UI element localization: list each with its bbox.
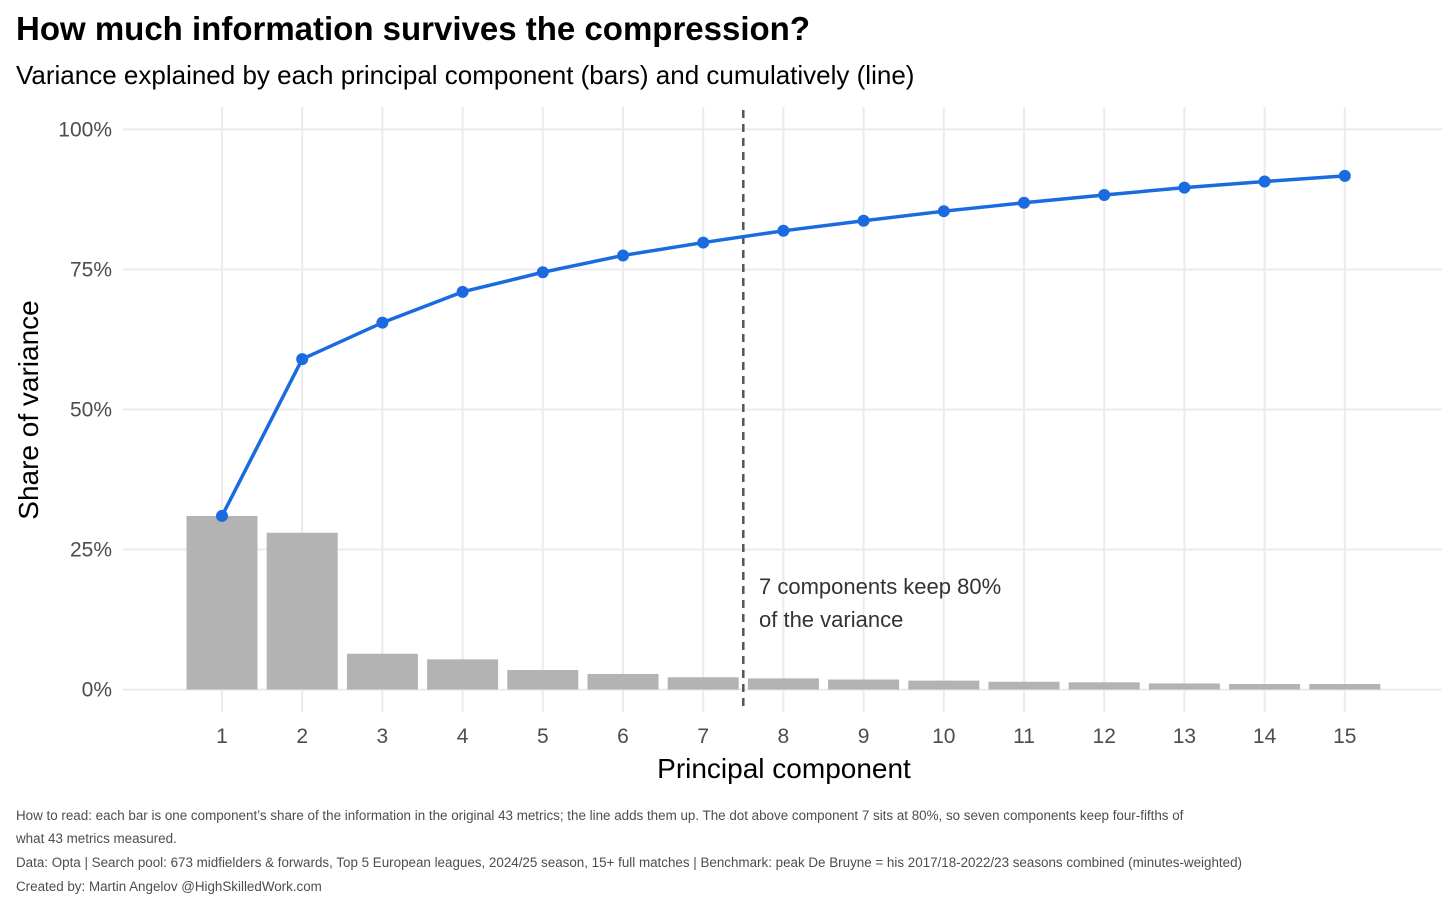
x-tick-label: 1 — [216, 725, 228, 748]
variance-bar — [1229, 683, 1301, 690]
cumulative-point — [617, 249, 629, 262]
x-tick-label: 6 — [617, 725, 629, 748]
cumulative-point — [376, 316, 389, 329]
y-tick-label: 75% — [70, 258, 112, 281]
x-tick-label: 15 — [1333, 725, 1356, 748]
x-tick-label: 13 — [1173, 725, 1196, 748]
variance-bar — [908, 680, 980, 690]
cumulative-line-layer — [216, 169, 1351, 522]
cumulative-point — [1018, 196, 1030, 209]
x-tick-label: 7 — [697, 725, 709, 748]
cumulative-point — [1258, 175, 1271, 188]
grid-lines — [123, 107, 1442, 712]
variance-bar — [427, 659, 499, 690]
variance-bar — [346, 653, 418, 690]
cumulative-point — [1098, 188, 1111, 201]
caption-how-to-read-cont: what 43 metrics measured. — [16, 831, 177, 846]
variance-bar — [587, 673, 659, 690]
variance-bars — [186, 515, 1381, 690]
y-tick-label: 50% — [70, 399, 112, 422]
cumulative-point — [937, 205, 950, 218]
variance-bar — [1068, 682, 1140, 690]
cumulative-point — [296, 353, 309, 366]
cumulative-point — [857, 214, 870, 227]
variance-bar — [507, 669, 579, 690]
annotation-line-1: 7 components keep 80% — [759, 574, 1001, 599]
y-axis-ticks: 0% 25% 50% 75% 100% — [58, 118, 112, 701]
cumulative-point — [216, 509, 228, 522]
chart-subtitle: Variance explained by each principal com… — [16, 60, 915, 90]
x-tick-label: 9 — [858, 725, 870, 748]
x-tick-label: 14 — [1253, 725, 1277, 748]
cumulative-point — [777, 224, 790, 237]
variance-bar — [1148, 683, 1220, 690]
variance-bar — [828, 679, 900, 690]
cumulative-point — [1178, 181, 1191, 194]
x-tick-label: 2 — [296, 725, 308, 748]
x-tick-label: 3 — [377, 725, 389, 748]
x-tick-label: 12 — [1093, 725, 1116, 748]
variance-bar — [186, 515, 258, 690]
x-tick-label: 4 — [457, 725, 469, 748]
cumulative-point — [697, 236, 710, 249]
caption-credit: Created by: Martin Angelov @HighSkilledW… — [16, 879, 322, 894]
caption-how-to-read: How to read: each bar is one component’s… — [16, 808, 1184, 823]
caption-data-source: Data: Opta | Search pool: 673 midfielder… — [16, 855, 1242, 870]
variance-bar — [988, 681, 1060, 690]
y-axis-title: Share of variance — [13, 300, 44, 519]
cumulative-point — [1338, 169, 1351, 182]
x-tick-label: 11 — [1013, 725, 1035, 748]
y-tick-label: 0% — [82, 679, 112, 702]
y-tick-label: 25% — [70, 539, 112, 562]
x-axis-title: Principal component — [657, 753, 911, 784]
cumulative-point — [536, 266, 549, 279]
cumulative-point — [456, 285, 469, 298]
variance-bar — [667, 677, 739, 690]
y-tick-label: 100% — [58, 118, 112, 141]
annotation-line-2: of the variance — [759, 607, 903, 632]
x-tick-label: 10 — [932, 725, 955, 748]
variance-bar — [747, 678, 819, 690]
x-axis-ticks: 1 2 3 4 5 6 7 8 9 10 11 12 13 14 15 — [216, 725, 1356, 748]
variance-bar — [266, 532, 338, 690]
x-tick-label: 8 — [778, 725, 790, 748]
x-tick-label: 5 — [537, 725, 549, 748]
variance-bar — [1309, 683, 1381, 690]
chart-title: How much information survives the compre… — [16, 10, 810, 47]
